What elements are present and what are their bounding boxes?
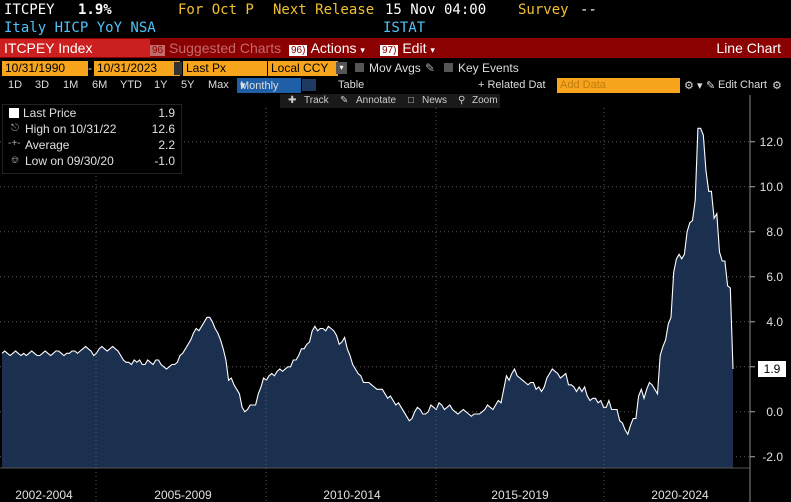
y-tick-label: 0.0 xyxy=(766,405,783,419)
legend-low-label: Low on 09/30/20 xyxy=(25,154,114,168)
next-release-value: 15 Nov 04:00 xyxy=(385,2,487,18)
start-date-input[interactable]: 10/31/1990 xyxy=(2,61,88,76)
currency-select[interactable]: Local CCY xyxy=(268,61,338,76)
survey-label: Survey xyxy=(518,2,569,18)
source: ISTAT xyxy=(383,20,426,36)
chevron-down-icon[interactable]: ▾ xyxy=(336,62,347,74)
x-period-label: 2015-2019 xyxy=(491,488,549,502)
x-period-separators xyxy=(95,108,605,502)
key-events-checkbox[interactable] xyxy=(444,63,453,72)
calendar-icon[interactable] xyxy=(174,62,182,75)
mov-avgs-checkbox[interactable] xyxy=(355,63,364,72)
track-icon: ✚ xyxy=(288,95,297,106)
last-value: 1.9% xyxy=(78,2,112,18)
edit-chart-button[interactable]: Edit Chart xyxy=(718,79,767,91)
mov-avgs-label: Mov Avgs xyxy=(369,61,421,75)
last-value-label: 1.9 xyxy=(764,362,781,376)
table-button[interactable]: Table xyxy=(338,79,365,91)
description: Italy HICP YoY NSA xyxy=(4,20,156,36)
average-marker-icon: -+- xyxy=(8,138,21,149)
chart-tools-bar: ✚ Track ✎ Annotate □ News ⚲ Zoom xyxy=(280,94,500,108)
security-field[interactable]: ITCPEY Index xyxy=(0,39,150,57)
add-data-input[interactable]: Add Data xyxy=(557,78,680,93)
annotate-icon: ✎ xyxy=(340,95,349,106)
ticker: ITCPEY xyxy=(4,2,55,18)
line-chart-icon[interactable] xyxy=(302,79,316,91)
legend-high-label: High on 10/31/22 xyxy=(25,122,117,136)
description-bar: Italy HICP YoY NSA ISTAT xyxy=(0,20,791,38)
pencil-icon[interactable]: ✎ xyxy=(425,61,436,75)
x-period-label: 2002-2004 xyxy=(15,488,73,502)
x-period-label: 2010-2014 xyxy=(323,488,381,502)
edit-menu[interactable]: 97) Edit ▾ xyxy=(380,40,435,56)
period-1y[interactable]: 1Y xyxy=(154,79,168,91)
chevron-down-icon: ▾ xyxy=(430,45,435,55)
y-tick-label: 4.0 xyxy=(766,315,783,329)
legend-low-value: -1.0 xyxy=(154,154,175,168)
legend-average-label: Average xyxy=(25,138,70,152)
y-axis: -2.00.02.04.06.08.010.012.0 xyxy=(749,95,784,502)
header-bar: ITCPEY 1.9% For Oct P Next Release 15 No… xyxy=(0,0,791,22)
frequency-select[interactable]: Monthly ▾ xyxy=(237,78,301,93)
zoom-icon: ⚲ xyxy=(458,95,466,106)
high-marker-icon: ⎋ xyxy=(11,123,19,134)
period-label: For Oct P xyxy=(178,2,254,18)
y-tick-label: 8.0 xyxy=(766,225,783,239)
period-max[interactable]: Max xyxy=(208,79,229,91)
last-value-marker: 1.9 xyxy=(758,361,786,377)
key-events-label: Key Events xyxy=(458,61,519,75)
chevron-down-icon[interactable]: ▾ xyxy=(697,80,703,92)
last-price-swatch xyxy=(9,108,19,118)
suggested-charts-button[interactable]: 96 Suggested Charts xyxy=(150,40,282,56)
x-axis: 2002-2004 2005-2009 2010-2014 2015-2019 2020… xyxy=(0,467,750,502)
area-fill xyxy=(2,128,733,469)
series-line xyxy=(1,127,734,436)
period-bar: 1D 3D 1M 6M YTD 1Y 5Y Max Monthly ▾ Tabl… xyxy=(0,78,791,94)
chevron-down-icon: ▾ xyxy=(360,45,365,55)
y-tick-label: 10.0 xyxy=(760,180,784,194)
end-date-input[interactable]: 10/31/2023 xyxy=(94,61,180,76)
legend-high-value: 12.6 xyxy=(151,122,175,136)
y-tick-label: 6.0 xyxy=(766,270,783,284)
settings-icon[interactable]: ⚙ xyxy=(772,80,782,92)
period-6m[interactable]: 6M xyxy=(92,79,108,91)
controls-bar: 10/31/1990 - 10/31/2023 Last Px Local CC… xyxy=(0,61,791,78)
low-marker-icon: ⎊ xyxy=(11,155,19,166)
last-value-box xyxy=(758,361,786,377)
period-ytd[interactable]: YTD xyxy=(120,79,142,91)
related-data-button[interactable]: + Related Dat xyxy=(478,79,546,91)
y-tick-label: 12.0 xyxy=(760,135,784,149)
news-tool[interactable]: News xyxy=(422,95,448,106)
actions-menu[interactable]: 96) Actions ▾ xyxy=(289,40,365,56)
chart-type-label: Line Chart xyxy=(716,40,781,56)
legend-last-price-value: 1.9 xyxy=(158,106,175,120)
y-tick-label: -2.0 xyxy=(762,450,783,464)
news-icon: □ xyxy=(408,95,415,106)
chevron-down-icon: ▾ xyxy=(240,80,246,92)
period-1m[interactable]: 1M xyxy=(63,79,79,91)
settings-icon[interactable]: ⚙ xyxy=(684,80,694,92)
zoom-tool[interactable]: Zoom xyxy=(472,95,498,106)
legend-average-value: 2.2 xyxy=(158,138,175,152)
period-3d[interactable]: 3D xyxy=(35,79,50,91)
survey-value: -- xyxy=(580,2,597,18)
toolbar: ITCPEY Index 96 Suggested Charts 96) Act… xyxy=(0,38,791,58)
next-release-label: Next Release xyxy=(273,2,375,18)
pencil-icon[interactable]: ✎ xyxy=(706,80,716,92)
legend-last-price-label: Last Price xyxy=(23,106,77,120)
period-1d[interactable]: 1D xyxy=(8,79,23,91)
track-tool[interactable]: Track xyxy=(304,95,329,106)
field-select[interactable]: Last Px xyxy=(183,61,267,76)
legend[interactable]: Last Price 1.9 ⎋ High on 10/31/22 12.6 -… xyxy=(2,104,182,174)
annotate-tool[interactable]: Annotate xyxy=(356,95,397,106)
x-period-label: 2005-2009 xyxy=(154,488,212,502)
period-5y[interactable]: 5Y xyxy=(181,79,195,91)
x-period-label: 2020-2024 xyxy=(651,488,709,502)
